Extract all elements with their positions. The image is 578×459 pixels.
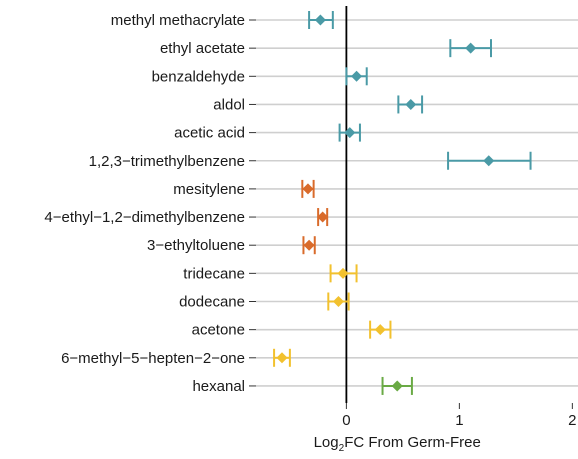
data-point [332,296,344,307]
data-point-group [302,236,316,255]
data-point-group [338,123,361,142]
gridlines [256,19,578,387]
x-axis-title-prefix: Log [314,434,339,451]
data-point-group [327,292,350,311]
data-point [344,127,356,139]
data-point-group [449,39,493,58]
data-marks [273,11,532,395]
x-tick-label: 2 [568,412,576,429]
data-point [465,42,477,54]
data-point-group [317,208,329,227]
data-point [317,211,329,223]
data-point [405,98,417,110]
x-axis-title-subscript: 2 [339,443,345,454]
data-point-group [273,348,291,367]
data-point-group [447,151,532,170]
y-tick-label: 3−ethyltoluene [147,237,245,254]
data-point-group [345,67,368,86]
data-point [351,70,363,82]
y-tick-label: 4−ethyl−1,2−dimethylbenzene [44,209,245,226]
y-tick-label: 1,2,3−trimethylbenzene [89,153,245,170]
x-axis-title: Log2FC From Germ-Free [314,434,481,454]
data-point-group [301,179,315,198]
y-tick-label: ethyl acetate [160,40,245,57]
y-tick-label: benzaldehyde [152,68,245,85]
x-axis-title-suffix: FC From Germ-Free [344,434,481,451]
x-tick-label: 0 [342,412,350,429]
data-point-group [308,11,334,29]
data-point-group [369,320,392,339]
data-point [391,380,403,392]
y-tick-label: aldol [213,96,245,113]
data-point [314,14,326,26]
y-tick-label: acetone [192,322,245,339]
y-tick-label: methyl methacrylate [111,12,245,29]
y-tick-label: tridecane [183,265,245,282]
y-tick-label: acetic acid [174,125,245,142]
y-tick-label: dodecane [179,294,245,311]
data-point-group [381,376,413,395]
y-tick-label: hexanal [192,378,245,395]
x-tick-label: 1 [455,412,463,429]
data-point [276,352,288,364]
data-point-group [397,95,424,114]
data-point [374,324,386,336]
data-point [483,155,495,167]
y-tick-label: 6−methyl−5−hepten−2−one [61,350,245,367]
y-tick-label: mesitylene [173,181,245,198]
category-labels: methyl methacrylate ethyl acetate benzalde… [44,12,245,395]
data-point [303,239,315,251]
data-point [302,183,314,195]
data-point-group [329,264,358,283]
data-point [337,267,349,279]
